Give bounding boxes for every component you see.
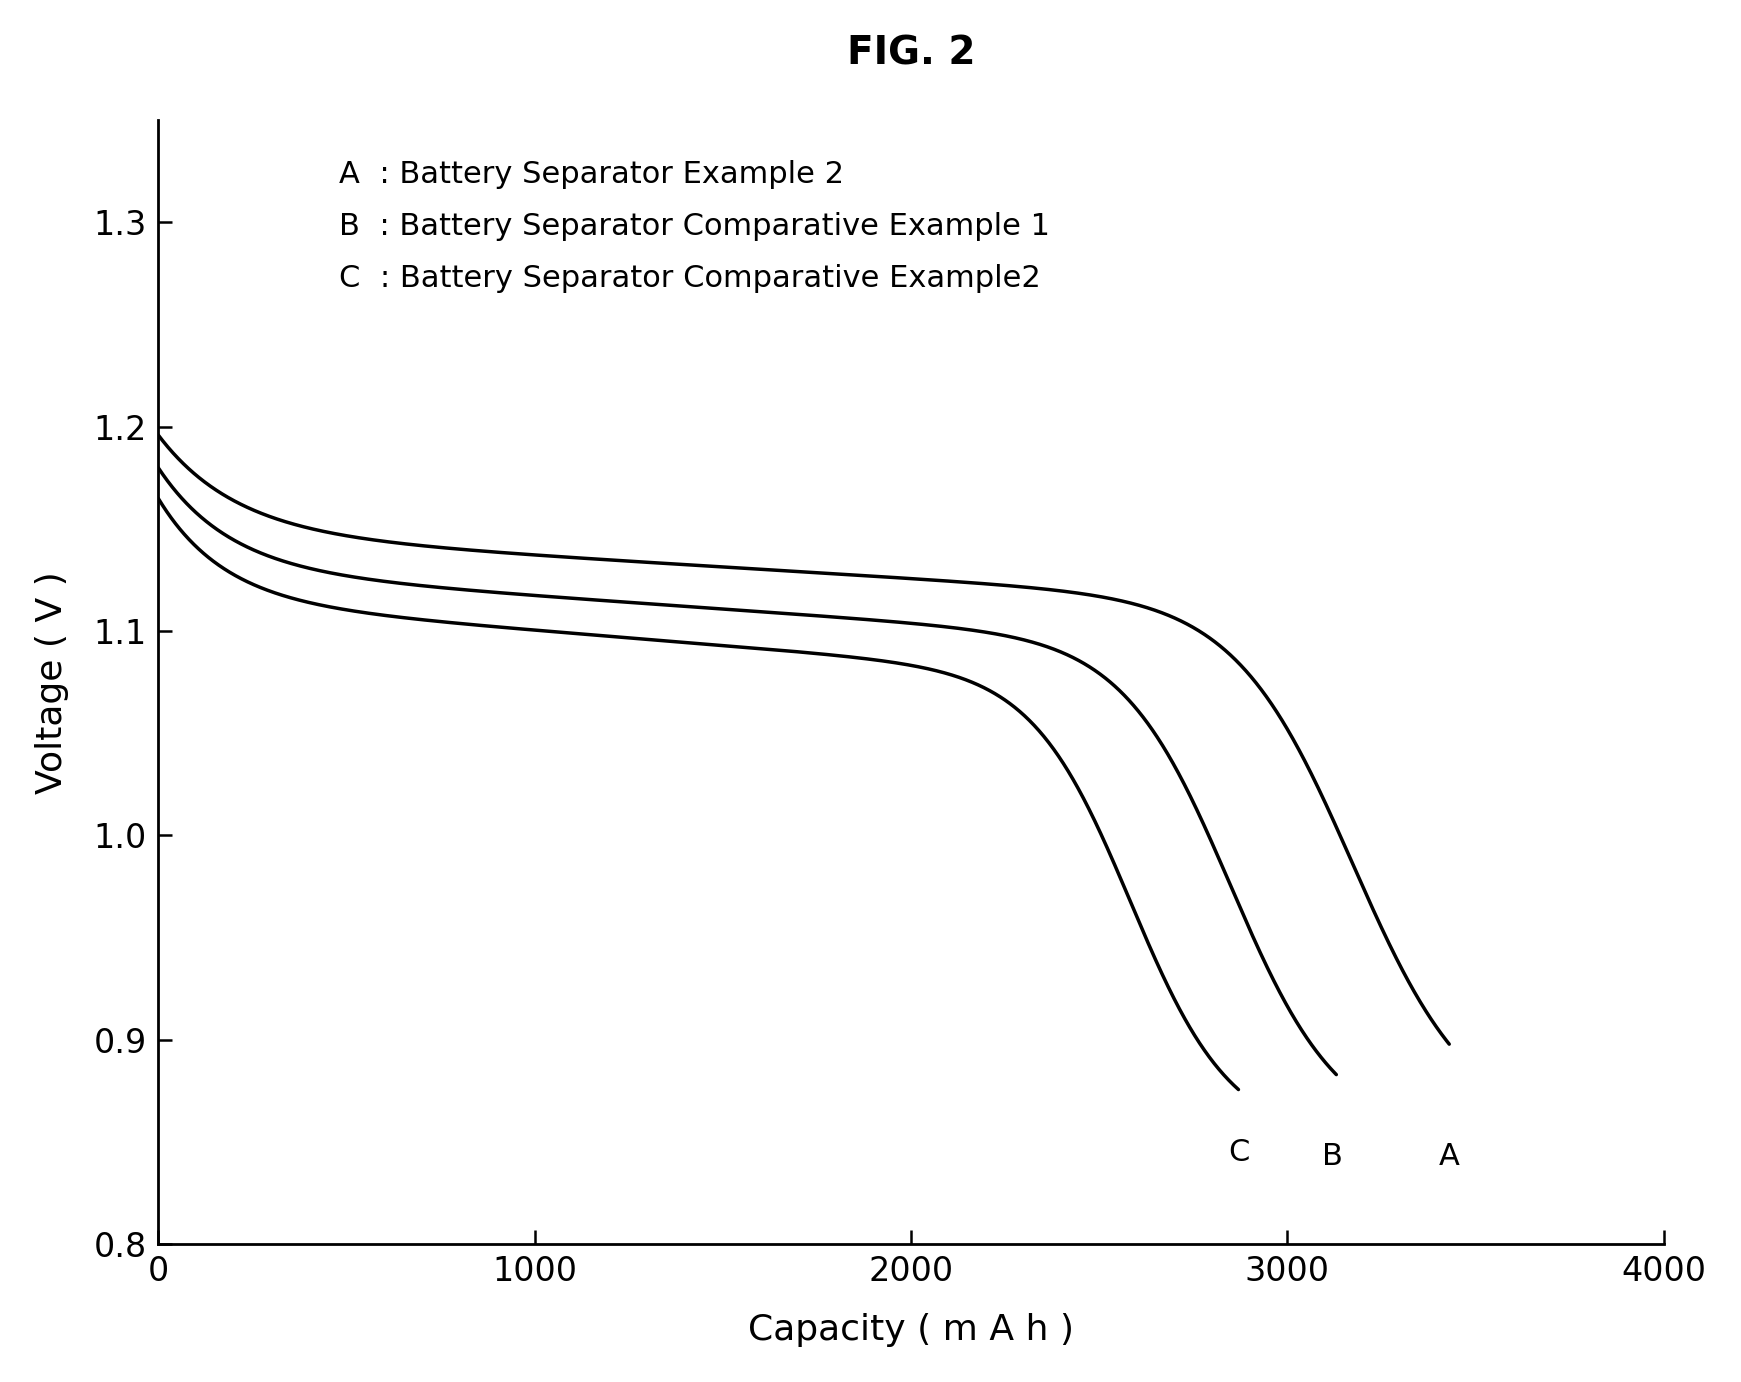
Text: A: A [1438,1142,1459,1171]
Text: B: B [1321,1142,1342,1171]
Y-axis label: Voltage ( V ): Voltage ( V ) [35,571,68,793]
Text: C: C [1227,1137,1248,1166]
Text: A  : Battery Separator Example 2
B  : Battery Separator Comparative Example 1
C : A : Battery Separator Example 2 B : Batt… [339,159,1050,293]
X-axis label: Capacity ( m A h ): Capacity ( m A h ) [749,1313,1074,1347]
Title: FIG. 2: FIG. 2 [846,35,975,73]
